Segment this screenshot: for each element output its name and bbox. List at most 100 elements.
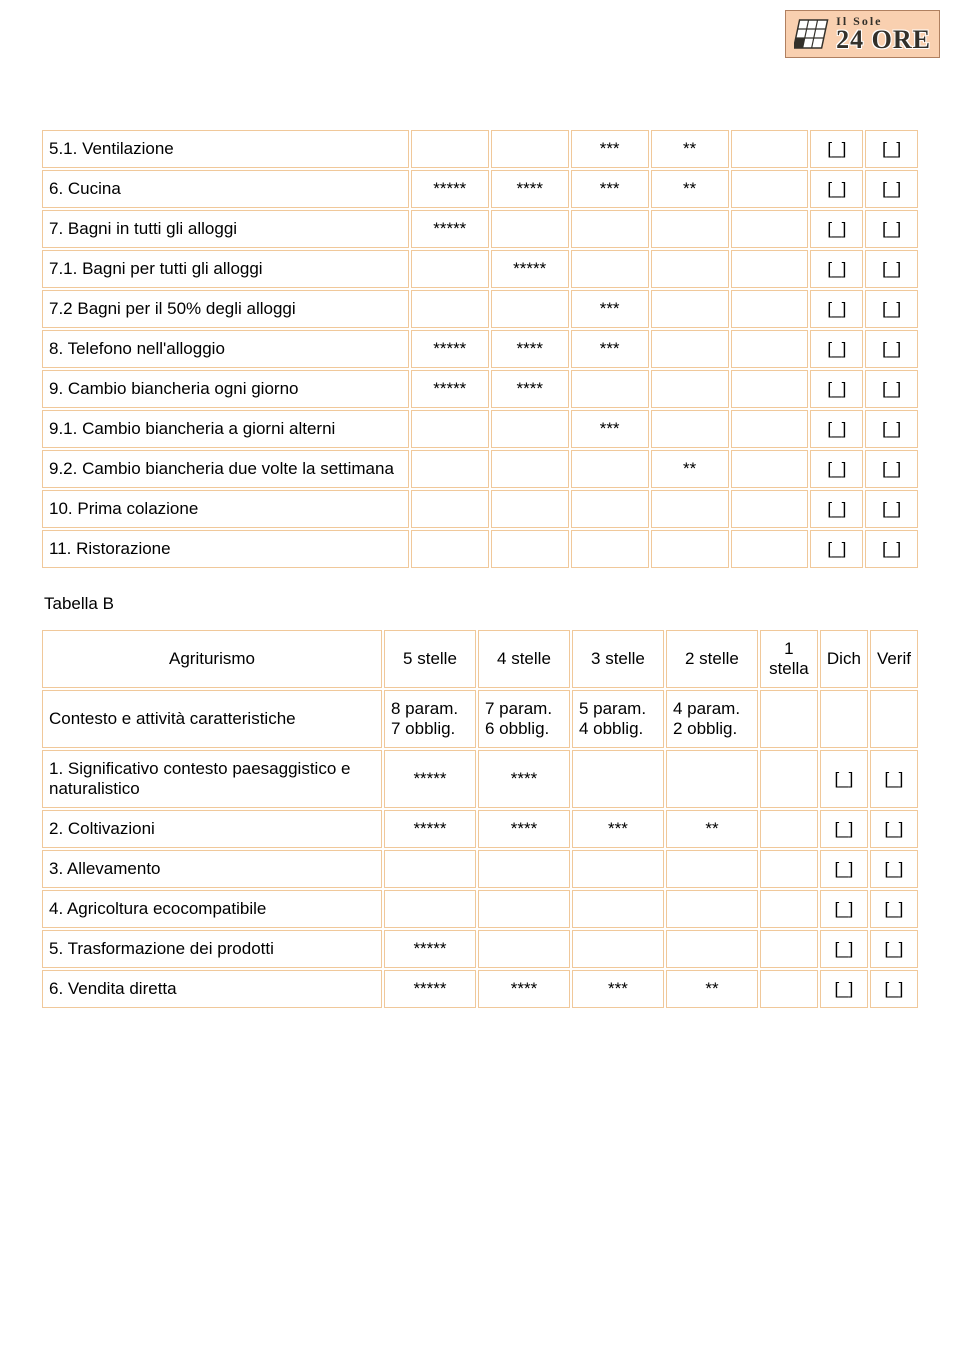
star-cell [651, 250, 729, 288]
star-cell [572, 930, 664, 968]
dich-checkbox[interactable]: [_] [810, 530, 863, 568]
star-cell: ***** [411, 370, 489, 408]
star-cell [571, 530, 649, 568]
row-label: Contesto e attività caratteristiche [42, 690, 382, 748]
table-b-title: Tabella B [44, 594, 920, 614]
star-cell [384, 850, 476, 888]
star-cell [731, 530, 809, 568]
star-cell: **** [478, 810, 570, 848]
table-b-row: 4. Agricoltura ecocompatibile [_][_] [42, 890, 918, 928]
star-cell: **** [478, 750, 570, 808]
star-cell [760, 850, 818, 888]
star-cell [666, 930, 758, 968]
row-label: 1. Significativo contesto paesaggistico … [42, 750, 382, 808]
verif-checkbox[interactable]: [_] [870, 750, 918, 808]
verif-checkbox[interactable]: [_] [865, 130, 918, 168]
star-cell [666, 850, 758, 888]
param-cell: 5 param. 4 obblig. [572, 690, 664, 748]
param-cell [760, 690, 818, 748]
star-cell: *** [571, 170, 649, 208]
verif-checkbox[interactable]: [_] [865, 290, 918, 328]
star-cell [411, 250, 489, 288]
star-cell [666, 750, 758, 808]
star-cell: ***** [411, 210, 489, 248]
dich-checkbox[interactable]: [_] [810, 170, 863, 208]
dich-checkbox[interactable]: [_] [810, 330, 863, 368]
verif-checkbox[interactable]: [_] [870, 890, 918, 928]
dich-checkbox[interactable]: [_] [810, 210, 863, 248]
param-cell: 8 param. 7 obblig. [384, 690, 476, 748]
verif-checkbox[interactable]: [_] [865, 210, 918, 248]
header-label: Agriturismo [42, 630, 382, 688]
star-cell: ** [666, 810, 758, 848]
row-label: 6. Cucina [42, 170, 409, 208]
star-cell: ***** [384, 970, 476, 1008]
logo-bottom-text: 24 ORE [836, 27, 931, 53]
star-cell [651, 290, 729, 328]
verif-checkbox[interactable]: [_] [865, 250, 918, 288]
logo-grid-icon [794, 18, 830, 50]
table-a-row: 11. Ristorazione[_][_] [42, 530, 918, 568]
page-header: Il Sole 24 ORE [0, 0, 960, 118]
star-cell: **** [491, 370, 569, 408]
verif-checkbox[interactable]: [_] [865, 330, 918, 368]
verif-checkbox[interactable]: [_] [865, 370, 918, 408]
dich-checkbox[interactable]: [_] [820, 970, 868, 1008]
dich-checkbox[interactable]: [_] [820, 850, 868, 888]
dich-checkbox[interactable]: [_] [820, 750, 868, 808]
star-cell [731, 450, 809, 488]
dich-checkbox[interactable]: [_] [810, 290, 863, 328]
row-label: 3. Allevamento [42, 850, 382, 888]
param-cell: 7 param. 6 obblig. [478, 690, 570, 748]
dich-checkbox[interactable]: [_] [820, 890, 868, 928]
star-cell [411, 530, 489, 568]
star-cell: ***** [411, 330, 489, 368]
star-cell [760, 970, 818, 1008]
verif-checkbox[interactable]: [_] [870, 810, 918, 848]
dich-checkbox[interactable]: [_] [810, 490, 863, 528]
star-cell [571, 490, 649, 528]
verif-checkbox[interactable]: [_] [865, 490, 918, 528]
dich-checkbox[interactable]: [_] [810, 370, 863, 408]
table-a-row: 6. Cucina**************[_][_] [42, 170, 918, 208]
verif-checkbox[interactable]: [_] [870, 930, 918, 968]
star-cell: **** [491, 330, 569, 368]
star-cell [478, 850, 570, 888]
verif-checkbox[interactable]: [_] [865, 450, 918, 488]
header-verif: Verif [870, 630, 918, 688]
row-label: 9. Cambio biancheria ogni giorno [42, 370, 409, 408]
verif-checkbox[interactable]: [_] [865, 170, 918, 208]
star-cell [572, 750, 664, 808]
header-2stelle: 2 stelle [666, 630, 758, 688]
table-a-row: 9.2. Cambio biancheria due volte la sett… [42, 450, 918, 488]
header-1stella: 1 stella [760, 630, 818, 688]
dich-checkbox[interactable]: [_] [810, 450, 863, 488]
row-label: 9.2. Cambio biancheria due volte la sett… [42, 450, 409, 488]
param-cell: 4 param. 2 obblig. [666, 690, 758, 748]
verif-checkbox[interactable]: [_] [870, 850, 918, 888]
dich-checkbox[interactable]: [_] [810, 130, 863, 168]
verif-checkbox[interactable]: [_] [865, 410, 918, 448]
verif-checkbox[interactable]: [_] [865, 530, 918, 568]
star-cell [491, 210, 569, 248]
star-cell: **** [478, 970, 570, 1008]
verif-checkbox[interactable]: [_] [870, 970, 918, 1008]
star-cell [491, 130, 569, 168]
table-b-row: 5. Trasformazione dei prodotti*****[_][_… [42, 930, 918, 968]
dich-checkbox[interactable]: [_] [820, 810, 868, 848]
table-b-row: 6. Vendita diretta**************[_][_] [42, 970, 918, 1008]
dich-checkbox [820, 690, 868, 748]
row-label: 4. Agricoltura ecocompatibile [42, 890, 382, 928]
star-cell [571, 450, 649, 488]
dich-checkbox[interactable]: [_] [810, 410, 863, 448]
star-cell: ***** [491, 250, 569, 288]
star-cell [731, 130, 809, 168]
row-label: 5. Trasformazione dei prodotti [42, 930, 382, 968]
star-cell [760, 930, 818, 968]
star-cell: ** [651, 450, 729, 488]
dich-checkbox[interactable]: [_] [810, 250, 863, 288]
verif-checkbox [870, 690, 918, 748]
star-cell [760, 890, 818, 928]
dich-checkbox[interactable]: [_] [820, 930, 868, 968]
table-b-row: 3. Allevamento [_][_] [42, 850, 918, 888]
